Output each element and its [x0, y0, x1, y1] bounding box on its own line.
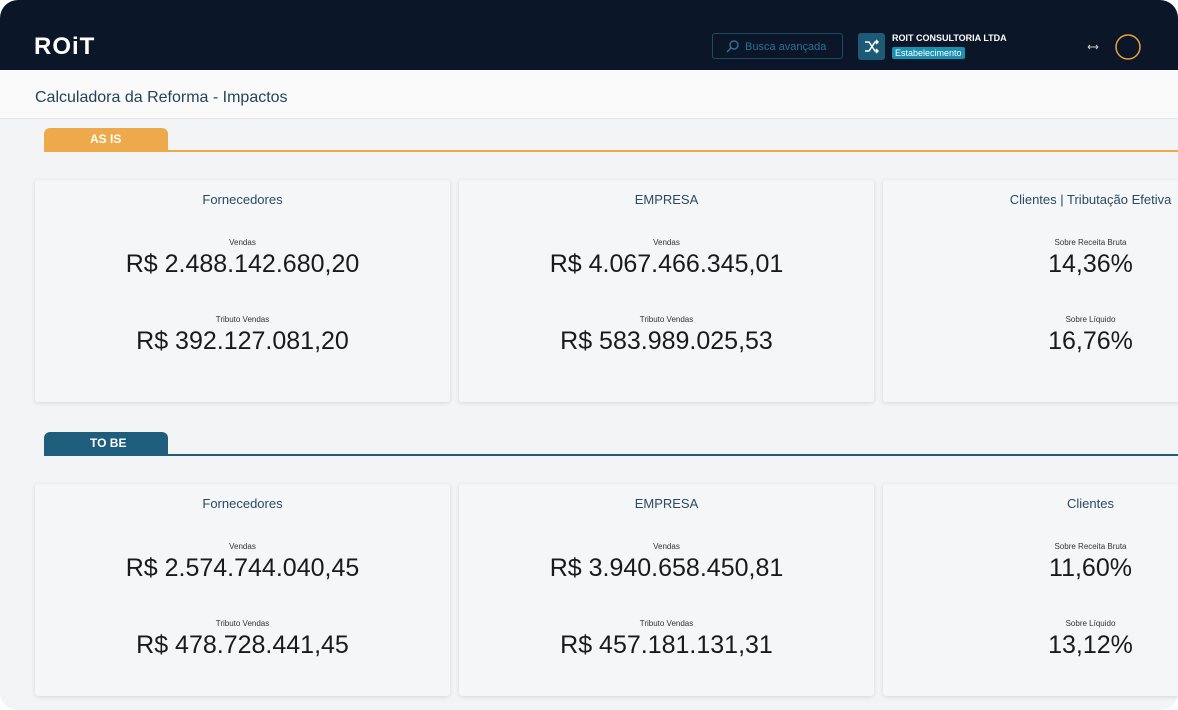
- company-name: ROIT CONSULTORIA LTDA: [892, 33, 1007, 43]
- metric-label: Tributo Vendas: [215, 619, 270, 628]
- metric-label: Vendas: [653, 542, 680, 551]
- metric-value: 16,76%: [1048, 327, 1133, 355]
- page-title: Calculadora da Reforma - Impactos: [35, 89, 288, 106]
- metric-value: R$ 457.181.131,31: [560, 631, 773, 659]
- metric-value: 11,60%: [1049, 554, 1132, 582]
- section-tab: AS IS: [44, 128, 168, 150]
- section-line: [44, 454, 1178, 456]
- shuffle-icon: [865, 39, 880, 54]
- metric-label: Vendas: [653, 238, 680, 247]
- metric-value: R$ 2.574.744.040,45: [125, 554, 360, 582]
- metric-label: Tributo Vendas: [639, 619, 694, 628]
- card-title: EMPRESA: [634, 496, 699, 511]
- card-title: EMPRESA: [634, 192, 699, 207]
- metric-value: R$ 3.940.658.450,81: [549, 554, 784, 582]
- metric-value: R$ 583.989.025,53: [560, 327, 773, 355]
- metric-card: Clientes Sobre Receita Bruta 11,60% Sobre L…: [883, 484, 1178, 696]
- title-bar: Calculadora da Reforma - Impactos: [0, 70, 1178, 119]
- metric-card: Fornecedores Vendas R$ 2.488.142.680,20 Tri…: [35, 180, 450, 402]
- top-bar: ROiT Busca avançada ROIT CONSULTORIA LTD…: [0, 0, 1178, 70]
- metric-value: 14,36%: [1048, 250, 1133, 278]
- search-icon: [726, 40, 739, 53]
- metric-card: Fornecedores Vendas R$ 2.574.744.040,45 Tri…: [35, 484, 450, 696]
- metric-value: R$ 392.127.081,20: [136, 327, 349, 355]
- switch-button[interactable]: [858, 33, 885, 60]
- card-title: Clientes: [1067, 496, 1114, 511]
- metric-value: 13,12%: [1048, 631, 1133, 659]
- metric-label: Tributo Vendas: [639, 315, 694, 324]
- metric-label: Sobre Líquido: [1065, 315, 1116, 324]
- metric-label: Vendas: [229, 238, 256, 247]
- section-line: [44, 150, 1178, 152]
- metric-label: Sobre Receita Bruta: [1054, 238, 1127, 247]
- section-tab: TO BE: [44, 432, 168, 454]
- card-title: Fornecedores: [202, 192, 283, 207]
- metric-label: Tributo Vendas: [215, 315, 270, 324]
- card-title: Clientes | Tributação Efetiva: [1009, 192, 1172, 207]
- metric-card: EMPRESA Vendas R$ 4.067.466.345,01 Tributo …: [459, 180, 874, 402]
- metric-card: Clientes | Tributação Efetiva Sobre Recei…: [883, 180, 1178, 402]
- search-box[interactable]: Busca avançada: [712, 33, 843, 59]
- company-badge: Estabelecimento: [892, 47, 965, 59]
- user-controls[interactable]: [1086, 33, 1146, 63]
- metric-value: R$ 478.728.441,45: [136, 631, 349, 659]
- metric-value: R$ 2.488.142.680,20: [125, 250, 360, 278]
- metric-card: EMPRESA Vendas R$ 3.940.658.450,81 Tributo …: [459, 484, 874, 696]
- metric-label: Sobre Líquido: [1065, 619, 1116, 628]
- card-title: Fornecedores: [202, 496, 283, 511]
- metric-value: R$ 4.067.466.345,01: [549, 250, 784, 278]
- metric-label: Vendas: [229, 542, 256, 551]
- metric-label: Sobre Receita Bruta: [1054, 542, 1127, 551]
- logo[interactable]: ROiT: [34, 33, 96, 60]
